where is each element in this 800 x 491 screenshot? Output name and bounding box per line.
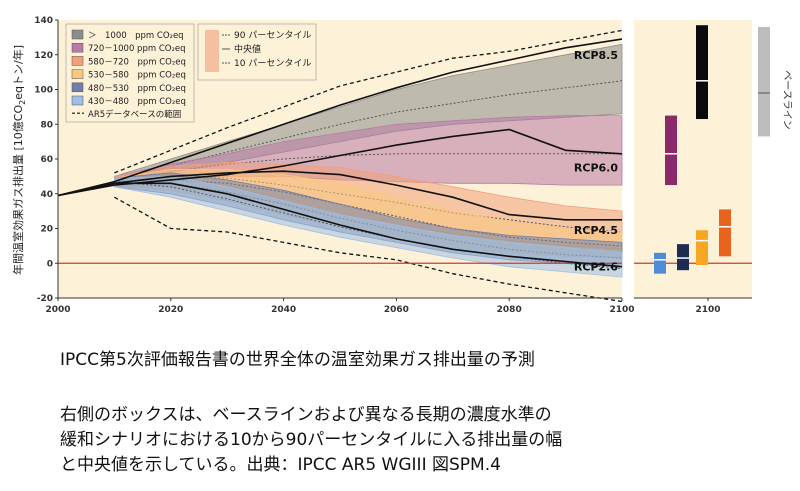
band-5	[114, 175, 623, 278]
y-axis-label: 年間温室効果ガス排出量 [10億CO2eqトン/年]	[11, 45, 27, 275]
legend-swatch-3	[71, 69, 84, 79]
y-tick-label: 20	[40, 225, 53, 235]
side-box-panel: 2100	[634, 20, 752, 315]
caption-line: と中央値を示している。出典：IPCC AR5 WGIII 図SPM.4	[60, 455, 501, 475]
band-median-5	[114, 181, 623, 269]
rcp-label-0: RCP8.5	[574, 49, 618, 62]
side-box-1	[677, 244, 689, 271]
legend-swatch-2	[71, 56, 84, 66]
legend-label-2: 580－720 ppm CO₂eq	[88, 57, 186, 67]
legend-label-3: 530－580 ppm CO₂eq	[88, 71, 186, 81]
y-tick-label: -20	[37, 294, 53, 304]
legend-swatch-5	[71, 95, 84, 106]
rcp-line-3	[57, 182, 623, 268]
percentile-label-0: 90 パーセンタイル	[234, 30, 311, 41]
side-box-0	[654, 252, 666, 274]
database-lower-line	[114, 196, 623, 303]
database-upper-line	[114, 29, 623, 174]
rcp-label-2: RCP4.5	[574, 224, 618, 237]
legend-label-1: 720－1000 ppm CO₂eq	[88, 44, 186, 54]
legend-swatch-4	[71, 82, 84, 93]
y-tick-label: 40	[40, 190, 53, 200]
caption-body: 右側のボックスは、ベースラインおよび異なる長期の濃度水準の 緩和シナリオにおける…	[60, 403, 800, 478]
x-tick-label: 2020	[158, 305, 183, 315]
caption-line: 右側のボックスは、ベースラインおよび異なる長期の濃度水準の	[60, 405, 552, 425]
side-box-4	[665, 115, 677, 186]
y-tick-label: 100	[34, 86, 53, 96]
baseline-label: ベースライン	[781, 70, 793, 130]
side-box-3	[719, 209, 731, 257]
legend-swatch-1	[71, 42, 84, 53]
side-box-2	[696, 230, 708, 265]
legend-database-label: AR5データベースの範囲	[88, 109, 181, 120]
rcp-line-0	[57, 38, 623, 197]
baseline-panel: ベースライン	[758, 26, 793, 137]
rcp-label-3: RCP2.6	[574, 261, 618, 274]
x-tick-label: 2080	[497, 305, 522, 315]
caption-line: 緩和シナリオにおける10から90パーセンタイルに入る排出量の幅	[60, 430, 563, 450]
legend-swatch-0	[71, 29, 84, 40]
y-tick-label: 140	[34, 16, 53, 26]
x-tick-label: 2040	[271, 305, 296, 315]
legend-label-5: 430－480 ppm CO₂eq	[88, 97, 186, 107]
rcp-line-1	[57, 128, 623, 197]
main-plot-area: RCP8.5 RCP6.0 RCP4.5 RCP2.6	[57, 20, 623, 303]
y-tick-label: 80	[40, 120, 53, 130]
side-background	[634, 20, 752, 298]
category-legend: ＞ 1000 ppm CO₂eq 720－1000 ppm CO₂eq 580－72…	[65, 23, 195, 123]
legend-label-0: ＞ 1000 ppm CO₂eq	[88, 31, 184, 41]
percentile-label-2: 10 パーセンタイル	[234, 58, 311, 69]
rcp-label-1: RCP6.0	[574, 162, 618, 175]
y-tick-label: 120	[34, 51, 53, 61]
percentile-label-1: 中央値	[234, 43, 261, 55]
side-x-tick-label: 2100	[695, 305, 720, 315]
y-tick-label: 60	[40, 155, 53, 165]
y-tick-label: 0	[47, 259, 53, 269]
caption-title: IPCC第5次評価報告書の世界全体の温室効果ガス排出量の予測	[60, 350, 535, 370]
side-box-5	[696, 25, 708, 120]
x-tick-label: 2060	[384, 305, 409, 315]
emissions-chart: RCP8.5 RCP6.0 RCP4.5 RCP2.6 2100 ベースライン -20…	[11, 16, 793, 315]
x-tick-label: 2100	[609, 305, 634, 315]
band-median-0	[114, 80, 623, 181]
baseline-box	[758, 26, 770, 137]
x-tick-label: 2000	[45, 305, 70, 315]
rcp-line-2	[57, 170, 622, 221]
legend-label-4: 480－530 ppm CO₂eq	[88, 84, 186, 94]
percentile-swatch	[205, 30, 219, 72]
legend-box	[65, 23, 195, 123]
